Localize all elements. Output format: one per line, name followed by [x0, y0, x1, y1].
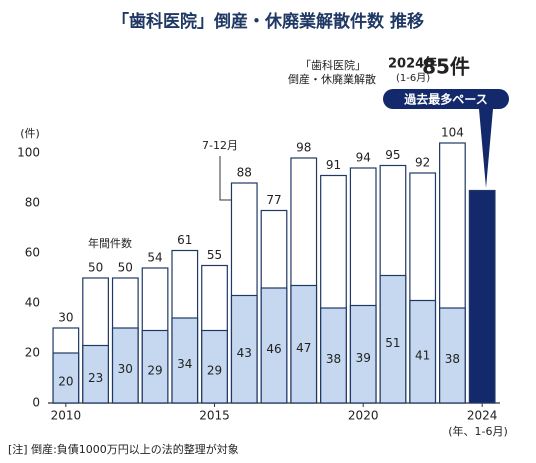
header-line: 「歯科医院」: [300, 58, 366, 72]
bar-segment: [141, 329, 169, 404]
value-label: 23: [88, 371, 103, 385]
y-tick-label: 80: [25, 196, 40, 210]
header-year: 2024年: [388, 56, 437, 72]
bar-segment: [439, 307, 466, 404]
value-label: 30: [58, 311, 73, 325]
record-pill: [383, 89, 509, 109]
bar: [468, 189, 496, 404]
value-label: 54: [147, 251, 162, 265]
footnote: [注] 倒産:負債1000万円以上の法的整理が対象: [8, 442, 239, 456]
value-label: 94: [356, 151, 371, 165]
value-label: 61: [177, 233, 192, 247]
y-tick-label: 60: [25, 246, 40, 260]
y-tick-label: 40: [25, 296, 40, 310]
x-tick-label: 2015: [199, 409, 230, 423]
bar-segment: [230, 294, 258, 404]
record-label: 過去最多ペース: [403, 92, 487, 107]
header-period: (1-6月): [396, 72, 430, 84]
value-label: 51: [385, 336, 400, 350]
value-label: 91: [326, 158, 341, 172]
bar-segment: [82, 344, 109, 404]
bar-segment: [52, 352, 80, 404]
value-label: 77: [266, 193, 281, 207]
y-axis-label: (件): [20, 127, 40, 140]
value-label: 41: [415, 348, 430, 362]
value-label: 38: [326, 352, 341, 366]
x-tick-label: 2020: [348, 409, 379, 423]
value-label: 43: [237, 346, 252, 360]
bar-segment: [320, 307, 347, 404]
x-axis-label: (年、1-6月): [448, 424, 508, 438]
bar-segment: [379, 274, 407, 404]
value-label: 85件: [422, 55, 470, 79]
bar-segment: [260, 287, 288, 404]
value-label: 95: [385, 148, 400, 162]
annotation: 7-12月: [202, 139, 238, 152]
x-tick-label: 2024: [467, 409, 498, 423]
chart-title: 「歯科医院」倒産・休廃業解散件数 推移: [112, 11, 424, 32]
bar-segment: [349, 304, 377, 404]
annotation: 年間件数: [88, 236, 132, 250]
value-label: 104: [441, 126, 464, 140]
value-label: 98: [296, 141, 311, 155]
value-label: 55: [207, 248, 222, 262]
value-label: 50: [88, 261, 103, 275]
value-label: 38: [445, 352, 460, 366]
value-label: 20: [58, 375, 73, 389]
bar-segment: [111, 327, 139, 404]
value-label: 29: [207, 363, 222, 377]
value-label: 47: [296, 341, 311, 355]
value-label: 34: [177, 357, 192, 371]
y-tick-label: 0: [32, 396, 40, 410]
bar-segment: [171, 317, 199, 404]
record-pointer: [479, 109, 493, 188]
value-label: 30: [118, 362, 133, 376]
annotation-leader: [219, 156, 232, 201]
value-label: 50: [118, 261, 133, 275]
y-tick-label: 20: [25, 346, 40, 360]
value-label: 46: [266, 342, 281, 356]
bar-segment: [409, 299, 437, 404]
bar-segment: [290, 284, 318, 404]
value-label: 88: [237, 166, 252, 180]
value-label: 39: [356, 351, 371, 365]
bar-segment: [201, 329, 228, 404]
x-tick-label: 2010: [51, 409, 82, 423]
header-line: 倒産・休廃業解散: [288, 72, 376, 86]
value-label: 92: [415, 156, 430, 170]
y-tick-label: 100: [17, 146, 40, 160]
value-label: 29: [147, 363, 162, 377]
